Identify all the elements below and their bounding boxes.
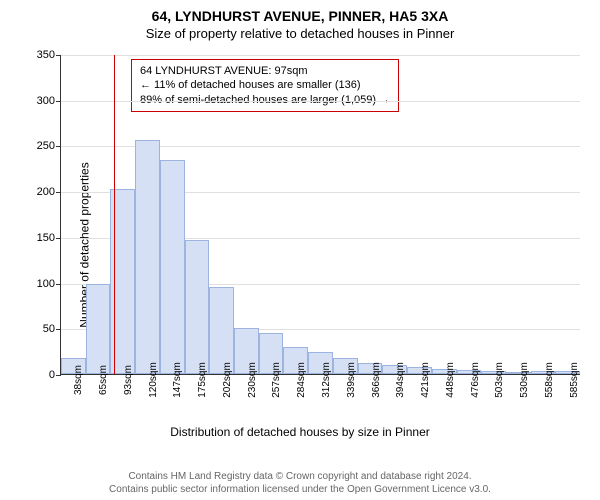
- x-tick-label: 476sqm: [470, 362, 481, 398]
- x-tick-label: 448sqm: [445, 362, 456, 398]
- x-tick-label: 585sqm: [569, 362, 580, 398]
- x-tick-label: 65sqm: [98, 365, 109, 395]
- plot-area: 64 LYNDHURST AVENUE: 97sqm ← 11% of deta…: [60, 55, 580, 375]
- x-tick-label: 421sqm: [420, 362, 431, 398]
- x-tick-label: 530sqm: [519, 362, 530, 398]
- chart-title-sub: Size of property relative to detached ho…: [0, 24, 600, 45]
- x-tick-label: 284sqm: [296, 362, 307, 398]
- y-tick-label: 300: [37, 95, 55, 107]
- y-tick-label: 200: [37, 186, 55, 198]
- histogram-bar: [185, 240, 210, 374]
- histogram-bar: [160, 160, 185, 374]
- bars-container: [61, 55, 580, 374]
- property-marker-line: [114, 55, 115, 374]
- y-tick-label: 50: [43, 323, 55, 335]
- x-tick-label: 339sqm: [346, 362, 357, 398]
- x-tick-label: 175sqm: [197, 362, 208, 398]
- x-tick-label: 366sqm: [371, 362, 382, 398]
- chart-title-main: 64, LYNDHURST AVENUE, PINNER, HA5 3XA: [0, 0, 600, 24]
- chart-container: Number of detached properties 64 LYNDHUR…: [0, 45, 600, 445]
- x-tick-label: 558sqm: [544, 362, 555, 398]
- footer-attribution: Contains HM Land Registry data © Crown c…: [0, 470, 600, 496]
- y-tick-label: 100: [37, 278, 55, 290]
- x-tick-label: 503sqm: [494, 362, 505, 398]
- x-axis-label: Distribution of detached houses by size …: [0, 425, 600, 439]
- x-tick-label: 312sqm: [321, 362, 332, 398]
- histogram-bar: [86, 284, 111, 374]
- x-tick-label: 394sqm: [395, 362, 406, 398]
- x-tick-label: 38sqm: [73, 365, 84, 395]
- x-tick-label: 120sqm: [148, 362, 159, 398]
- x-tick-label: 257sqm: [271, 362, 282, 398]
- histogram-bar: [209, 287, 234, 374]
- histogram-bar: [135, 140, 160, 374]
- y-tick-label: 0: [49, 369, 55, 381]
- x-tick-label: 202sqm: [222, 362, 233, 398]
- x-tick-label: 93sqm: [123, 365, 134, 395]
- y-tick-label: 350: [37, 49, 55, 61]
- footer-line-1: Contains HM Land Registry data © Crown c…: [0, 470, 600, 483]
- x-tick-label: 230sqm: [247, 362, 258, 398]
- y-tick-label: 250: [37, 140, 55, 152]
- y-tick-label: 150: [37, 232, 55, 244]
- footer-line-2: Contains public sector information licen…: [0, 483, 600, 496]
- y-tick-mark: [56, 375, 61, 376]
- x-tick-label: 147sqm: [172, 362, 183, 398]
